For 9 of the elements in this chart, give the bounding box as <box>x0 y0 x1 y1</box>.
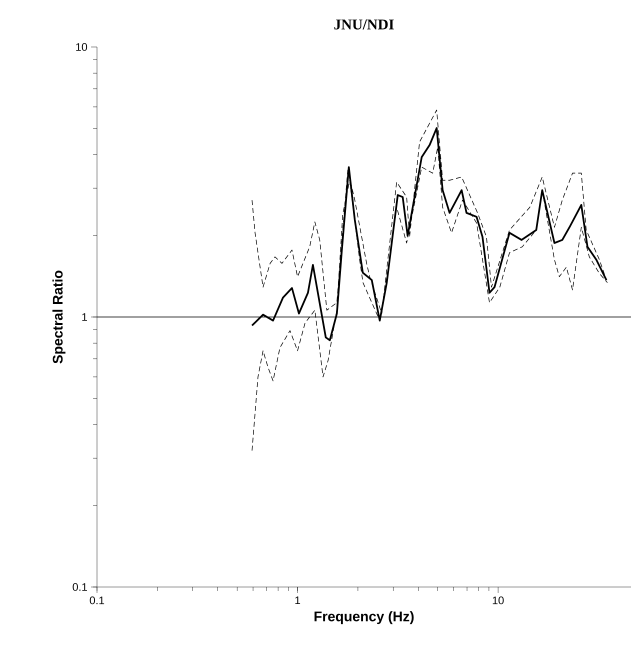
x-tick-label: 10 <box>492 596 504 604</box>
chart-title: JNU/NDI <box>334 20 394 30</box>
y-tick-label: 0.1 <box>72 583 87 591</box>
x-tick-label: 0.1 <box>90 596 104 604</box>
y-axis-title: Spectral Ratio <box>52 270 66 364</box>
x-axis-title: Frequency (Hz) <box>314 611 414 624</box>
x-tick-label: 1 <box>295 596 300 604</box>
y-tick-label: 1 <box>82 313 87 321</box>
y-tick-label: 10 <box>76 43 88 51</box>
